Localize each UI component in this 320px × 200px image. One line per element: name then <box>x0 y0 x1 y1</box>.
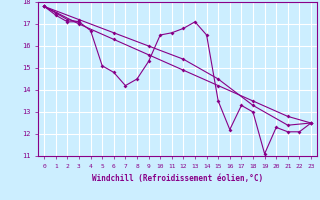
X-axis label: Windchill (Refroidissement éolien,°C): Windchill (Refroidissement éolien,°C) <box>92 174 263 183</box>
